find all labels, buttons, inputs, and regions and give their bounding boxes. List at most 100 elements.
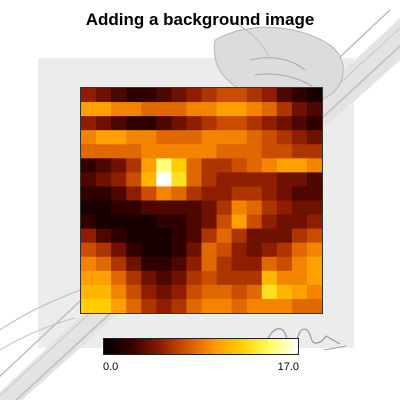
heatmap-cell: [216, 130, 233, 145]
heatmap-cell: [141, 214, 157, 230]
heatmap-cell: [126, 284, 142, 300]
heatmap-cell: [111, 130, 127, 145]
heatmap-cell: [231, 102, 248, 117]
heatmap-cell: [201, 186, 218, 201]
heatmap-cell: [141, 284, 157, 300]
heatmap-cell: [126, 172, 142, 187]
heatmap-cell: [156, 116, 172, 131]
heatmap-cell: [306, 102, 322, 117]
heatmap-cell: [231, 130, 248, 145]
heatmap-cell: [291, 130, 308, 145]
heatmap-cell: [81, 186, 97, 201]
heatmap-cell: [141, 130, 157, 145]
heatmap-cell: [306, 130, 322, 145]
heatmap-cell: [81, 130, 97, 145]
heatmap-cell: [126, 102, 142, 117]
heatmap-cell: [81, 270, 97, 286]
heatmap-cell: [171, 228, 187, 244]
heatmap-cell: [291, 102, 308, 117]
heatmap-cell: [231, 158, 248, 173]
colorbar-gradient: [104, 339, 298, 354]
heatmap-cell: [156, 298, 172, 313]
heatmap-cell: [186, 186, 202, 201]
heatmap-cell: [201, 88, 218, 103]
heatmap-cell: [306, 214, 322, 230]
heatmap-cell: [171, 214, 187, 230]
heatmap-cell: [201, 284, 218, 300]
heatmap-cell: [246, 284, 263, 300]
heatmap-cell: [96, 116, 112, 131]
heatmap-cell: [246, 242, 263, 258]
heatmap-cell: [231, 186, 248, 201]
heatmap-cell: [126, 144, 142, 159]
heatmap-cell: [81, 116, 97, 131]
heatmap-cell: [81, 242, 97, 258]
heatmap-cell: [216, 242, 233, 258]
heatmap-cell: [216, 158, 233, 173]
heatmap-cell: [291, 228, 308, 244]
heatmap-cell: [201, 130, 218, 145]
heatmap-cell: [291, 200, 308, 215]
heatmap-cell: [276, 116, 293, 131]
heatmap-cell: [186, 158, 202, 173]
heatmap-cell: [111, 214, 127, 230]
heatmap-cell: [291, 284, 308, 300]
heatmap-cell: [171, 284, 187, 300]
heatmap-cell: [201, 158, 218, 173]
heatmap-cell: [126, 228, 142, 244]
heatmap-cell: [276, 270, 293, 286]
heatmap-cell: [141, 186, 157, 201]
heatmap-cell: [111, 298, 127, 313]
heatmap-cell: [261, 214, 278, 230]
heatmap-cell: [261, 130, 278, 145]
heatmap-cell: [81, 200, 97, 215]
heatmap-cell: [216, 270, 233, 286]
heatmap-cell: [96, 130, 112, 145]
heatmap-cell: [201, 256, 218, 272]
heatmap-cell: [306, 186, 322, 201]
heatmap-cell: [261, 88, 278, 103]
colorbar-max-label: 17.0: [277, 361, 299, 373]
heatmap-cell: [186, 270, 202, 286]
heatmap-cell: [291, 214, 308, 230]
heatmap-cell: [246, 172, 263, 187]
heatmap-cell: [216, 228, 233, 244]
heatmap-cell: [186, 88, 202, 103]
heatmap-cell: [171, 270, 187, 286]
heatmap-cell: [291, 186, 308, 201]
heatmap-cell: [111, 270, 127, 286]
heatmap-cell: [246, 298, 263, 313]
heatmap-cell: [111, 256, 127, 272]
heatmap-cell: [156, 228, 172, 244]
colorbar: [103, 338, 299, 355]
heatmap-cell: [171, 172, 187, 187]
heatmap-cell: [276, 158, 293, 173]
heatmap-cell: [306, 270, 322, 286]
heatmap-cell: [291, 256, 308, 272]
heatmap-cell: [96, 186, 112, 201]
heatmap-cell: [171, 186, 187, 201]
heatmap-cell: [171, 144, 187, 159]
heatmap-cell: [261, 270, 278, 286]
heatmap-cell: [306, 144, 322, 159]
heatmap-cell: [111, 228, 127, 244]
heatmap-cell: [171, 158, 187, 173]
heatmap-cell: [156, 284, 172, 300]
heatmap-cell: [216, 298, 233, 313]
heatmap-cell: [141, 298, 157, 313]
heatmap-cell: [186, 130, 202, 145]
heatmap-cell: [231, 88, 248, 103]
heatmap-cell: [111, 284, 127, 300]
heatmap-cell: [171, 102, 187, 117]
heatmap-cell: [261, 172, 278, 187]
heatmap-cell: [156, 130, 172, 145]
heatmap-cell: [246, 144, 263, 159]
heatmap-cell: [96, 270, 112, 286]
heatmap-cell: [111, 200, 127, 215]
colorbar-min-label: 0.0: [103, 361, 119, 373]
heatmap-cell: [216, 88, 233, 103]
heatmap-cell: [156, 88, 172, 103]
heatmap-cell: [186, 284, 202, 300]
heatmap-cell: [246, 102, 263, 117]
heatmap-cell: [231, 200, 248, 215]
